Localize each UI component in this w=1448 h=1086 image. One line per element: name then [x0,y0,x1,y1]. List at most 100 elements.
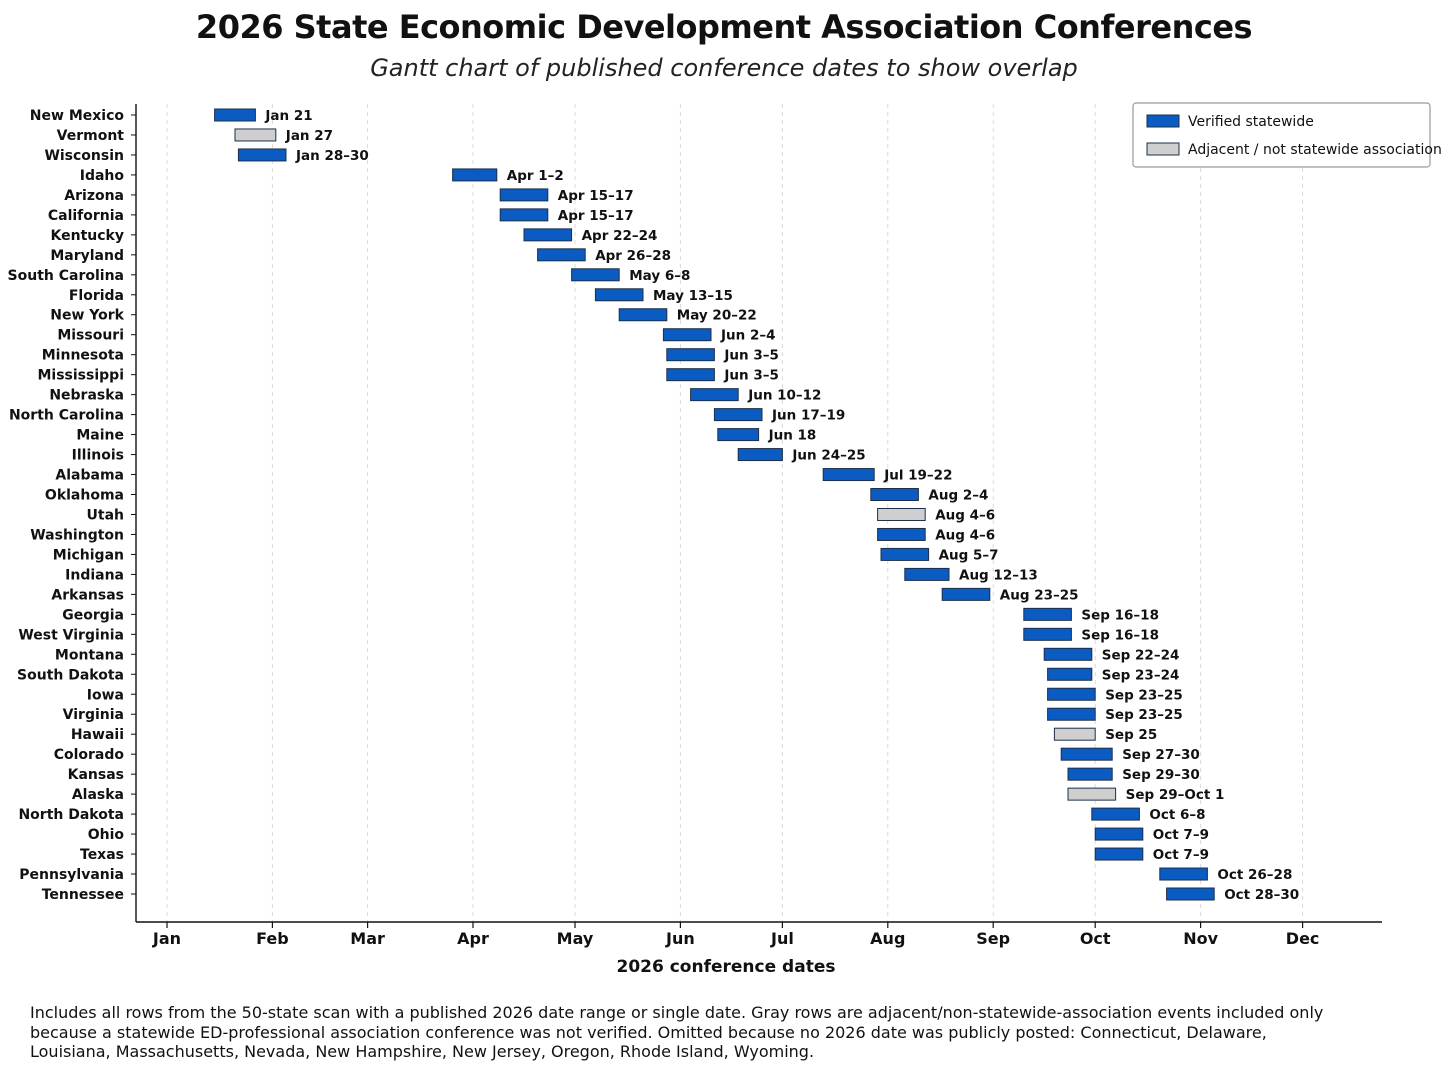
gantt-bar [594,288,644,302]
gantt-bar [870,488,919,502]
state-label: North Dakota [18,807,124,823]
state-label: Minnesota [42,348,124,364]
date-label: Jan 21 [264,108,312,124]
date-label: Jun 17–19 [771,408,845,424]
state-label: Washington [30,527,124,543]
state-label: New Mexico [30,108,125,124]
x-tick-label: May [557,929,594,948]
date-label: Aug 4–6 [935,507,995,523]
state-label: Vermont [57,128,125,144]
state-label: Michigan [53,547,124,563]
x-tick-label: Apr [457,929,489,948]
date-label: Apr 1–2 [507,168,564,184]
state-label: Mississippi [37,368,124,384]
date-label: Apr 26–28 [595,248,671,264]
gantt-bar [666,348,715,362]
state-label: Florida [69,288,124,304]
gantt-bar [1091,807,1140,821]
gantt-bar [717,428,760,442]
state-label: Texas [80,847,124,863]
x-tick-label: Jun [665,929,695,948]
state-label: Idaho [80,168,125,184]
date-label: Sep 29–Oct 1 [1126,787,1225,803]
date-label: Aug 2–4 [928,488,988,504]
gantt-bar [452,168,498,182]
gantt-bar [237,148,287,162]
date-label: Oct 7–9 [1153,827,1209,843]
state-label: Illinois [72,448,124,464]
date-label: Jun 18 [768,428,817,444]
legend-swatch [1146,114,1180,128]
gantt-bar [1067,787,1117,801]
state-label: Iowa [87,687,124,703]
state-label: California [48,208,124,224]
gantt-bar [822,468,875,482]
gantt-bar [499,208,549,222]
x-tick-label: Aug [870,929,905,948]
state-label: Tennessee [42,887,124,903]
state-label: West Virginia [18,627,124,643]
date-label: Aug 5–7 [939,547,999,563]
gantt-bar [234,128,277,142]
x-tick-label: Dec [1286,929,1320,948]
gantt-bar [537,248,586,262]
gantt-bar [1043,647,1093,661]
state-label: Virginia [63,707,124,723]
x-tick-label: Oct [1080,929,1111,948]
date-label: Apr 15–17 [558,188,634,204]
date-label: Oct 28–30 [1224,887,1299,903]
x-tick-label: Mar [350,929,385,948]
gantt-bar [880,547,930,561]
gantt-bar [1023,607,1072,621]
state-label: Oklahoma [45,488,124,504]
state-label: Maine [76,428,124,444]
date-label: Jun 3–5 [723,368,778,384]
gantt-bar [877,507,926,521]
date-label: Apr 22–24 [582,228,658,244]
date-label: Sep 23–24 [1102,667,1180,683]
state-label: South Carolina [8,268,124,284]
state-label: Montana [55,647,124,663]
state-label: Utah [87,507,124,523]
date-label: Apr 15–17 [558,208,634,224]
date-label: May 6–8 [629,268,690,284]
x-tick-label: Jul [770,929,794,948]
date-label: Sep 25 [1105,727,1157,743]
gantt-bar [1023,627,1072,641]
gantt-bar [1159,867,1208,881]
state-label: Indiana [65,567,124,583]
gantt-bar [214,108,256,122]
x-tick-label: Feb [256,929,289,948]
gantt-bar [523,228,573,242]
gantt-chart: Jan Feb Mar Apr May Jun Jul Aug Sep Oct Nov Dec 2026… [8,102,1442,977]
date-label: Sep 27–30 [1122,747,1200,763]
date-label: Oct 7–9 [1153,847,1209,863]
x-axis-label: 2026 conference dates [617,957,836,977]
state-label: Georgia [62,607,124,623]
date-label: May 20–22 [677,308,757,324]
gantt-bar [499,188,549,202]
legend-label: Verified statewide [1188,114,1314,130]
gantt-bar [941,587,991,601]
state-label: Maryland [50,248,124,264]
gantt-bar [571,268,620,282]
state-label: Kentucky [51,228,124,244]
state-label: Ohio [88,827,125,843]
gantt-bar [1067,767,1113,781]
state-label: Wisconsin [44,148,124,164]
date-label: Jul 19–22 [883,468,952,484]
date-label: Sep 23–25 [1105,707,1183,723]
date-label: Jun 10–12 [747,388,821,404]
gantt-bar [713,408,763,422]
state-label: New York [50,308,124,324]
gantt-bar [1047,687,1096,701]
date-label: Sep 22–24 [1102,647,1180,663]
date-label: Jun 2–4 [720,328,775,344]
gantt-bar [1060,747,1113,761]
date-label: Sep 23–25 [1105,687,1183,703]
date-label: Jun 24–25 [791,448,865,464]
chart-subtitle: Gantt chart of published conference date… [370,54,1078,82]
date-label: Oct 6–8 [1149,807,1205,823]
gantt-bar [1094,827,1144,841]
gantt-bar [1053,727,1096,741]
